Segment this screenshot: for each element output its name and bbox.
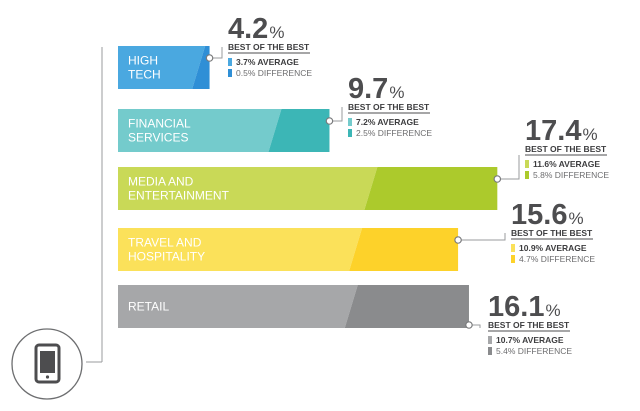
average-text: 3.7% AVERAGE xyxy=(236,57,299,67)
difference-swatch xyxy=(511,255,515,263)
difference-text: 5.4% DIFFERENCE xyxy=(496,346,572,356)
leader-line xyxy=(458,233,506,241)
category-label: SERVICES xyxy=(128,131,188,145)
best-value: 4.2 xyxy=(228,13,268,45)
best-value: 17.4 xyxy=(525,115,581,147)
bar-end-marker xyxy=(205,54,214,62)
category-label: FINANCIAL xyxy=(128,117,191,131)
difference-swatch xyxy=(488,347,492,355)
leader-line xyxy=(209,47,223,59)
average-swatch xyxy=(348,118,352,126)
best-value: 15.6 xyxy=(511,199,567,231)
difference-swatch xyxy=(525,171,529,179)
leader-line xyxy=(329,107,343,122)
category-label: TECH xyxy=(128,68,161,82)
category-label: MEDIA AND xyxy=(128,175,194,189)
difference-text: 0.5% DIFFERENCE xyxy=(236,68,312,78)
category-label: HOSPITALITY xyxy=(128,250,205,264)
bar-difference xyxy=(364,167,498,210)
best-label: BEST OF THE BEST xyxy=(488,320,570,330)
bar-difference xyxy=(268,109,330,152)
tablet-screen xyxy=(40,351,55,373)
best-label: BEST OF THE BEST xyxy=(511,228,593,238)
bar-difference xyxy=(349,228,459,271)
tablet-icon xyxy=(11,328,83,400)
percent-sign: % xyxy=(545,301,560,320)
bar-average xyxy=(118,228,363,271)
bar-end-marker xyxy=(454,236,462,244)
bar-end-marker xyxy=(325,117,334,125)
average-swatch xyxy=(525,160,529,168)
average-text: 10.7% AVERAGE xyxy=(496,335,564,345)
difference-swatch xyxy=(348,129,352,137)
category-label: RETAIL xyxy=(128,300,169,314)
average-swatch xyxy=(228,58,232,66)
leader-line xyxy=(497,155,520,180)
percent-sign: % xyxy=(568,209,583,228)
bar-average xyxy=(118,285,358,328)
category-label: ENTERTAINMENT xyxy=(128,189,230,203)
bar-end-marker xyxy=(465,321,473,329)
bar-difference xyxy=(192,46,210,89)
tablet-button xyxy=(45,375,50,379)
bar-average xyxy=(118,109,282,152)
difference-text: 5.8% DIFFERENCE xyxy=(533,170,609,180)
average-text: 10.9% AVERAGE xyxy=(519,243,587,253)
best-label: BEST OF THE BEST xyxy=(228,42,310,52)
average-text: 7.2% AVERAGE xyxy=(356,117,419,127)
average-swatch xyxy=(511,244,515,252)
percent-sign: % xyxy=(582,125,597,144)
average-swatch xyxy=(488,336,492,344)
difference-text: 4.7% DIFFERENCE xyxy=(519,254,595,264)
average-text: 11.6% AVERAGE xyxy=(533,159,600,169)
best-label: BEST OF THE BEST xyxy=(348,102,430,112)
bar-average xyxy=(118,46,206,89)
bar-average xyxy=(118,167,378,210)
category-label: TRAVEL AND xyxy=(128,236,202,250)
difference-swatch xyxy=(228,69,232,77)
difference-text: 2.5% DIFFERENCE xyxy=(356,128,432,138)
percent-sign: % xyxy=(269,23,284,42)
best-value: 16.1 xyxy=(488,291,544,323)
best-value: 9.7 xyxy=(348,73,388,105)
best-label: BEST OF THE BEST xyxy=(525,144,607,154)
bar-difference xyxy=(344,285,469,328)
category-label: HIGH xyxy=(128,54,158,68)
percent-sign: % xyxy=(389,83,404,102)
bar-end-marker xyxy=(493,175,502,183)
